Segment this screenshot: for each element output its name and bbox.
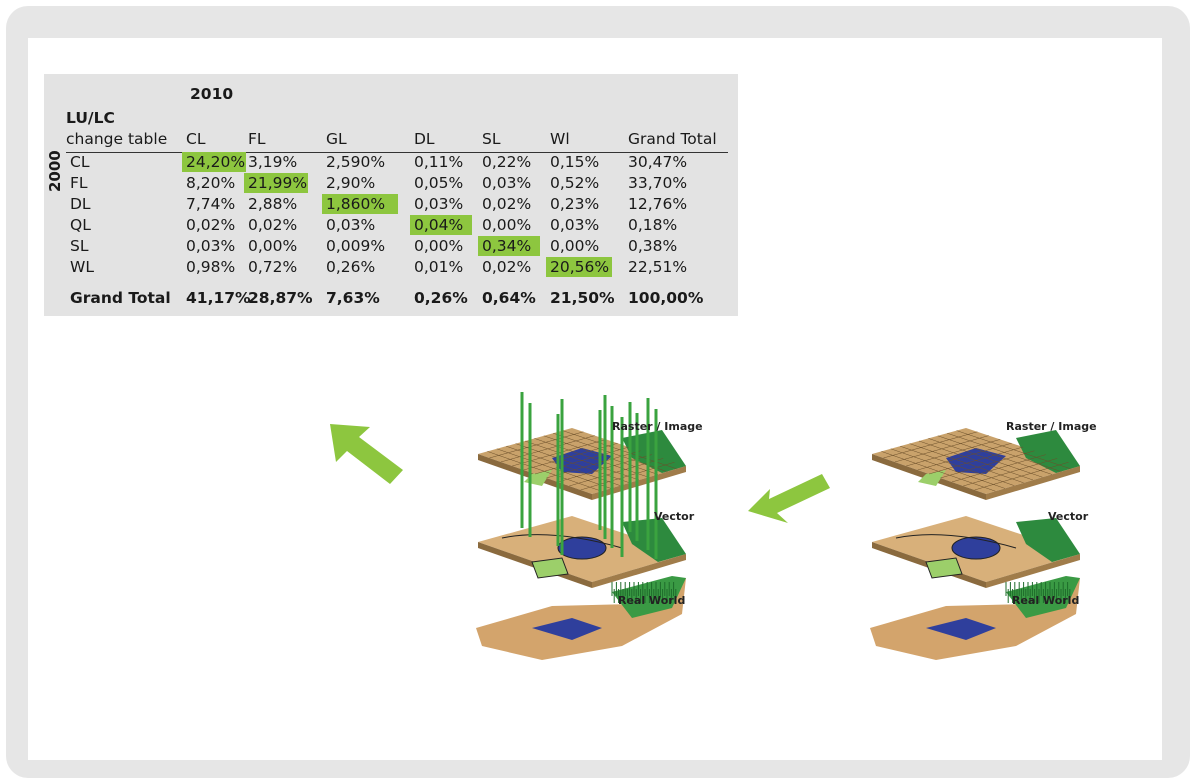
column-header: Grand Total	[628, 130, 717, 148]
table-cell: 0,34%	[482, 237, 532, 255]
table-cell: 0,02%	[248, 216, 298, 234]
table-cell: 24,20%	[186, 153, 246, 171]
layer-label: Real World	[1012, 594, 1080, 607]
table-cell: 2,590%	[326, 153, 386, 171]
total-cell: 28,87%	[248, 289, 313, 307]
layer-label: Vector	[1048, 510, 1089, 523]
total-cell: 100,00%	[628, 289, 704, 307]
table-cell: 0,02%	[186, 216, 236, 234]
column-header: Wl	[550, 130, 570, 148]
table-cell: 0,38%	[628, 237, 678, 255]
table-title: LU/LC	[66, 109, 115, 127]
table-cell: 0,03%	[414, 195, 464, 213]
layer-label: Real World	[618, 594, 686, 607]
gis-layers-diagram	[476, 392, 686, 660]
diagonal-highlight	[182, 152, 246, 172]
layer-label: Raster / Image	[612, 420, 703, 433]
total-cell: 7,63%	[326, 289, 380, 307]
table-cell: 0,03%	[550, 216, 600, 234]
table-cell: 0,00%	[248, 237, 298, 255]
table-cell: 2,88%	[248, 195, 298, 213]
table-cell: 0,22%	[482, 153, 532, 171]
table-cell: 21,99%	[248, 174, 308, 192]
table-cell: 0,009%	[326, 237, 386, 255]
table-cell: 22,51%	[628, 258, 688, 276]
table-cell: 0,26%	[326, 258, 376, 276]
table-cell: 0,01%	[414, 258, 464, 276]
total-label: Grand Total	[70, 289, 171, 307]
table-cell: 0,04%	[414, 216, 464, 234]
table-cell: 0,18%	[628, 216, 678, 234]
total-cell: 41,17%	[186, 289, 251, 307]
table-cell: 0,02%	[482, 195, 532, 213]
arrow-up-left-icon	[330, 424, 403, 484]
column-header: FL	[248, 130, 266, 148]
table-cell: 12,76%	[628, 195, 688, 213]
column-header: CL	[186, 130, 206, 148]
table-cell: 2,90%	[326, 174, 376, 192]
row-label: SL	[70, 237, 89, 255]
table-cell: 0,11%	[414, 153, 464, 171]
row-label: FL	[70, 174, 88, 192]
header-divider	[66, 152, 728, 153]
diagonal-highlight	[244, 173, 308, 193]
table-cell: 0,98%	[186, 258, 236, 276]
total-cell: 21,50%	[550, 289, 615, 307]
table-cell: 30,47%	[628, 153, 688, 171]
table-cell: 33,70%	[628, 174, 688, 192]
table-cell: 0,05%	[414, 174, 464, 192]
row-label: CL	[70, 153, 90, 171]
table-cell: 0,03%	[482, 174, 532, 192]
table-cell: 0,00%	[414, 237, 464, 255]
diagonal-highlight	[546, 257, 612, 277]
table-cell: 0,00%	[482, 216, 532, 234]
corner-label: change table	[66, 130, 168, 148]
row-label: WL	[70, 258, 94, 276]
column-year: 2010	[190, 85, 234, 103]
column-header: SL	[482, 130, 501, 148]
column-header: GL	[326, 130, 347, 148]
diagonal-highlight	[410, 215, 472, 235]
row-label: QL	[70, 216, 91, 234]
table-cell: 1,860%	[326, 195, 386, 213]
table-cell: 0,02%	[482, 258, 532, 276]
table-cell: 0,00%	[550, 237, 600, 255]
table-cell: 0,03%	[326, 216, 376, 234]
table-cell: 0,03%	[186, 237, 236, 255]
table-cell: 0,52%	[550, 174, 600, 192]
table-cell: 0,23%	[550, 195, 600, 213]
layer-label: Raster / Image	[1006, 420, 1097, 433]
table-cell: 0,15%	[550, 153, 600, 171]
total-cell: 0,64%	[482, 289, 536, 307]
layer-label: Vector	[654, 510, 695, 523]
total-cell: 0,26%	[414, 289, 468, 307]
column-header: DL	[414, 130, 435, 148]
table-cell: 3,19%	[248, 153, 298, 171]
gis-layers-diagram	[870, 428, 1080, 660]
row-label: DL	[70, 195, 91, 213]
table-cell: 20,56%	[550, 258, 610, 276]
table-cell: 0,72%	[248, 258, 298, 276]
table-cell: 7,74%	[186, 195, 236, 213]
arrow-down-left-icon	[748, 474, 830, 523]
diagonal-highlight	[322, 194, 398, 214]
table-cell: 8,20%	[186, 174, 236, 192]
diagonal-highlight	[478, 236, 540, 256]
